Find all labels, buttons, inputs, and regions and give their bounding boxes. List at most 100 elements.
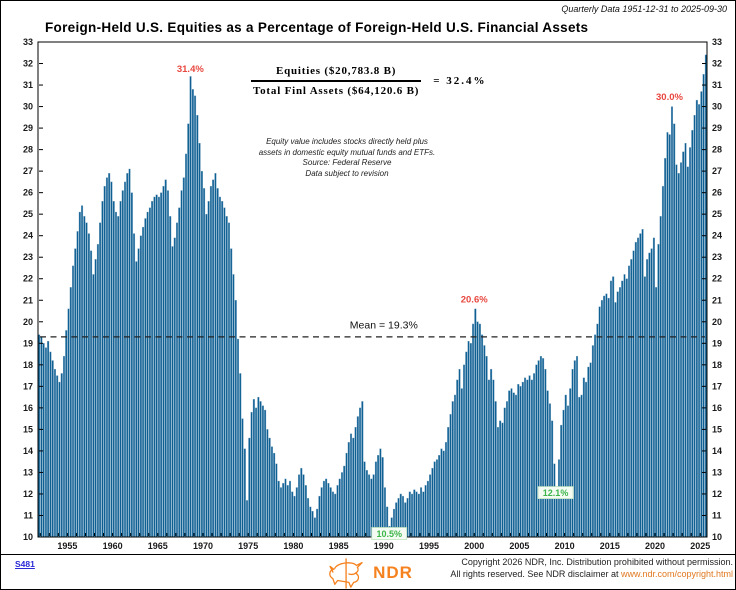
- bar: [76, 231, 79, 538]
- bar: [325, 478, 328, 538]
- bar: [340, 472, 343, 538]
- y-axis-label-left: 33: [23, 37, 33, 47]
- y-axis-label-left: 19: [23, 338, 33, 348]
- bar: [368, 474, 371, 538]
- bar: [449, 414, 452, 538]
- bar: [429, 474, 432, 538]
- bar: [702, 74, 705, 538]
- y-axis-label-left: 26: [23, 188, 33, 198]
- formula-result: = 32.4%: [433, 75, 486, 87]
- bar: [105, 177, 108, 538]
- bar: [438, 455, 441, 538]
- x-axis-label: 2005: [509, 541, 529, 551]
- bar: [117, 216, 120, 538]
- bar: [83, 216, 86, 538]
- formula-block: Equities ($20,783.8 B) Total Finl Assets…: [251, 65, 486, 97]
- bar: [223, 207, 226, 538]
- y-axis-label-right: 10: [712, 532, 722, 542]
- bar: [205, 213, 208, 538]
- bar: [641, 229, 644, 538]
- bar: [200, 170, 203, 538]
- bar: [87, 233, 90, 538]
- bar: [621, 280, 624, 538]
- bar: [137, 248, 140, 538]
- disclaimer-link[interactable]: www.ndr.com/copyright.html: [620, 568, 733, 579]
- bar: [539, 356, 542, 538]
- bar: [356, 416, 359, 538]
- bar: [270, 446, 273, 538]
- bar: [153, 196, 156, 538]
- bar: [196, 114, 199, 538]
- bar: [494, 401, 497, 538]
- bar: [173, 237, 176, 538]
- x-axis-label: 1965: [148, 541, 168, 551]
- bar: [691, 130, 694, 538]
- formula-equals-sign: =: [433, 75, 442, 87]
- bar: [646, 259, 649, 538]
- bar: [178, 207, 181, 538]
- ndr-logo-text: NDR: [373, 563, 413, 582]
- bar: [377, 455, 380, 538]
- page-title: Foreign-Held U.S. Equities as a Percenta…: [45, 20, 589, 35]
- bar: [659, 216, 662, 538]
- bar: [478, 323, 481, 538]
- bar: [282, 483, 285, 538]
- y-axis-label-right: 21: [712, 295, 722, 305]
- bar: [121, 190, 124, 538]
- y-axis-label-left: 13: [23, 467, 33, 477]
- bar: [255, 407, 258, 538]
- bar: [512, 392, 515, 538]
- bar: [630, 259, 633, 538]
- formula-numerator: Equities ($20,783.8 B): [275, 65, 397, 77]
- y-axis-label-right: 15: [712, 424, 722, 434]
- bar: [65, 330, 68, 538]
- bar: [124, 181, 127, 538]
- bar: [426, 480, 429, 538]
- bar: [182, 177, 185, 538]
- copyright-line2-text: All rights reserved. See NDR disclaimer …: [450, 568, 621, 579]
- bar: [99, 222, 102, 538]
- chart-notes: Equity value includes stocks directly he…: [241, 137, 453, 179]
- bar: [166, 190, 169, 538]
- bar: [62, 356, 65, 538]
- bar: [689, 147, 692, 538]
- bar: [128, 168, 131, 538]
- y-axis-label-right: 31: [712, 80, 722, 90]
- bar: [243, 448, 246, 538]
- bar: [490, 368, 493, 538]
- formula-fraction: Equities ($20,783.8 B) Total Finl Assets…: [251, 65, 422, 97]
- bar: [661, 186, 664, 538]
- annotation-low: 12.1%: [543, 488, 569, 498]
- bar: [266, 429, 269, 538]
- bar: [320, 487, 323, 538]
- bar: [119, 201, 122, 538]
- y-axis-label-right: 14: [712, 446, 722, 456]
- x-axis-label: 2000: [464, 541, 484, 551]
- bar: [144, 218, 147, 538]
- bar: [164, 179, 167, 538]
- bar: [569, 388, 572, 538]
- bar: [103, 186, 106, 538]
- bar: [616, 291, 619, 538]
- x-axis-label: 2020: [645, 541, 665, 551]
- bar: [564, 394, 567, 538]
- x-axis-label: 1970: [193, 541, 213, 551]
- annotation-low: 10.5%: [376, 529, 402, 539]
- y-axis-label-left: 16: [23, 403, 33, 413]
- bar: [553, 463, 556, 538]
- bar: [625, 278, 628, 538]
- y-axis-label-left: 31: [23, 80, 33, 90]
- chart-id-link[interactable]: S481: [15, 559, 35, 569]
- bar: [316, 508, 319, 538]
- bar: [481, 334, 484, 538]
- y-axis-label-left: 18: [23, 360, 33, 370]
- ndr-logo: NDR: [325, 557, 413, 589]
- y-axis-label-right: 13: [712, 467, 722, 477]
- bar: [576, 356, 579, 538]
- bar: [657, 244, 660, 538]
- bar: [96, 244, 99, 538]
- note-line: Equity value includes stocks directly he…: [266, 137, 428, 146]
- y-axis-label-left: 25: [23, 209, 33, 219]
- annotation-box: [371, 527, 408, 540]
- bar: [458, 368, 461, 538]
